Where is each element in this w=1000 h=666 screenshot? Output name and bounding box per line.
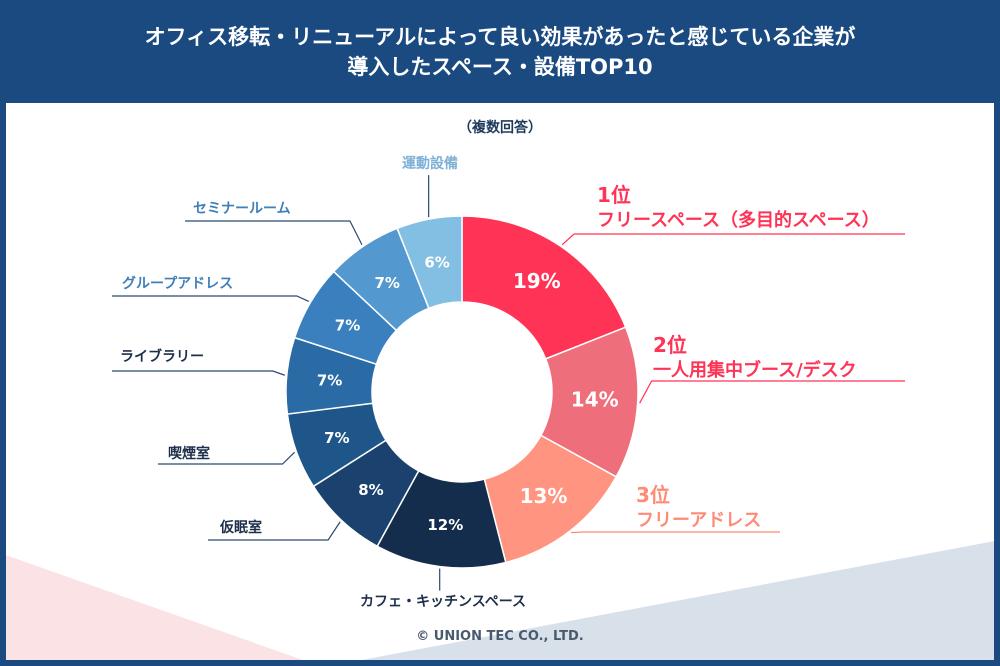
bg-pink-triangle bbox=[0, 553, 320, 666]
slice-8-leader-line bbox=[112, 295, 310, 302]
slice-8-value-label: 7% bbox=[335, 316, 360, 334]
slice-10-value-label: 6% bbox=[424, 253, 449, 271]
title-line-2: 導入したスペース・設備TOP10 bbox=[347, 55, 653, 79]
slice-7-category-label: ライブラリー bbox=[120, 348, 204, 365]
slice-4-category-label: カフェ・キッチンスペース bbox=[360, 594, 526, 610]
slice-3-value-label: 13% bbox=[520, 484, 568, 508]
value-labels: 19% 14% 13% 12% 8% 7% 7% 7% 7% 6% bbox=[317, 253, 619, 534]
slice-3-category-label: フリーアドレス bbox=[636, 510, 761, 531]
copyright: © UNION TEC CO., LTD. bbox=[416, 629, 584, 644]
donut-slices bbox=[285, 215, 639, 569]
page-title: オフィス移転・リニューアルによって良い効果があったと感じている企業が 導入したス… bbox=[0, 22, 1000, 82]
slice-9-category-label: セミナールーム bbox=[193, 201, 291, 217]
slice-3-rank-label: 3位 bbox=[636, 483, 670, 507]
leader-lines bbox=[112, 175, 905, 591]
header-bar bbox=[0, 0, 1000, 103]
slice-1-rank-label: 1位 bbox=[597, 183, 631, 207]
slice-2-leader-line bbox=[639, 380, 905, 404]
slice-10-category-label: 運動設備 bbox=[402, 155, 458, 172]
slice-5-leader-line bbox=[208, 521, 341, 541]
slice-6-value-label: 7% bbox=[324, 429, 349, 447]
slice-6-leader-line bbox=[158, 451, 295, 465]
title-line-1: オフィス移転・リニューアルによって良い効果があったと感じている企業が bbox=[144, 25, 856, 49]
slice-4-value-label: 12% bbox=[427, 516, 463, 534]
slice-10-arc bbox=[396, 215, 463, 310]
slice-1-leader-line bbox=[561, 233, 905, 246]
slice-1-value-label: 19% bbox=[513, 269, 561, 293]
slice-6-category-label: 喫煙室 bbox=[168, 445, 210, 462]
slice-3-leader-line bbox=[571, 531, 780, 534]
slice-2-rank-label: 2位 bbox=[653, 333, 687, 357]
background-shapes bbox=[0, 540, 1000, 666]
slice-7-value-label: 7% bbox=[317, 371, 342, 389]
slice-8-category-label: グループアドレス bbox=[122, 275, 233, 292]
slice-5-value-label: 8% bbox=[358, 481, 383, 499]
chart-subtitle: （複数回答） bbox=[458, 120, 542, 136]
slice-5-category-label: 仮眠室 bbox=[219, 519, 262, 536]
slice-7-leader-line bbox=[112, 370, 285, 376]
slice-2-value-label: 14% bbox=[571, 387, 619, 411]
slice-2-category-label: 一人用集中ブース/デスク bbox=[653, 359, 857, 381]
slice-9-leader-line bbox=[185, 220, 363, 246]
slice-1-category-label: フリースペース（多目的スペース） bbox=[597, 209, 880, 231]
bg-gray-triangle bbox=[330, 540, 1000, 666]
slice-1-arc bbox=[461, 215, 627, 360]
slice-9-value-label: 7% bbox=[375, 274, 400, 292]
